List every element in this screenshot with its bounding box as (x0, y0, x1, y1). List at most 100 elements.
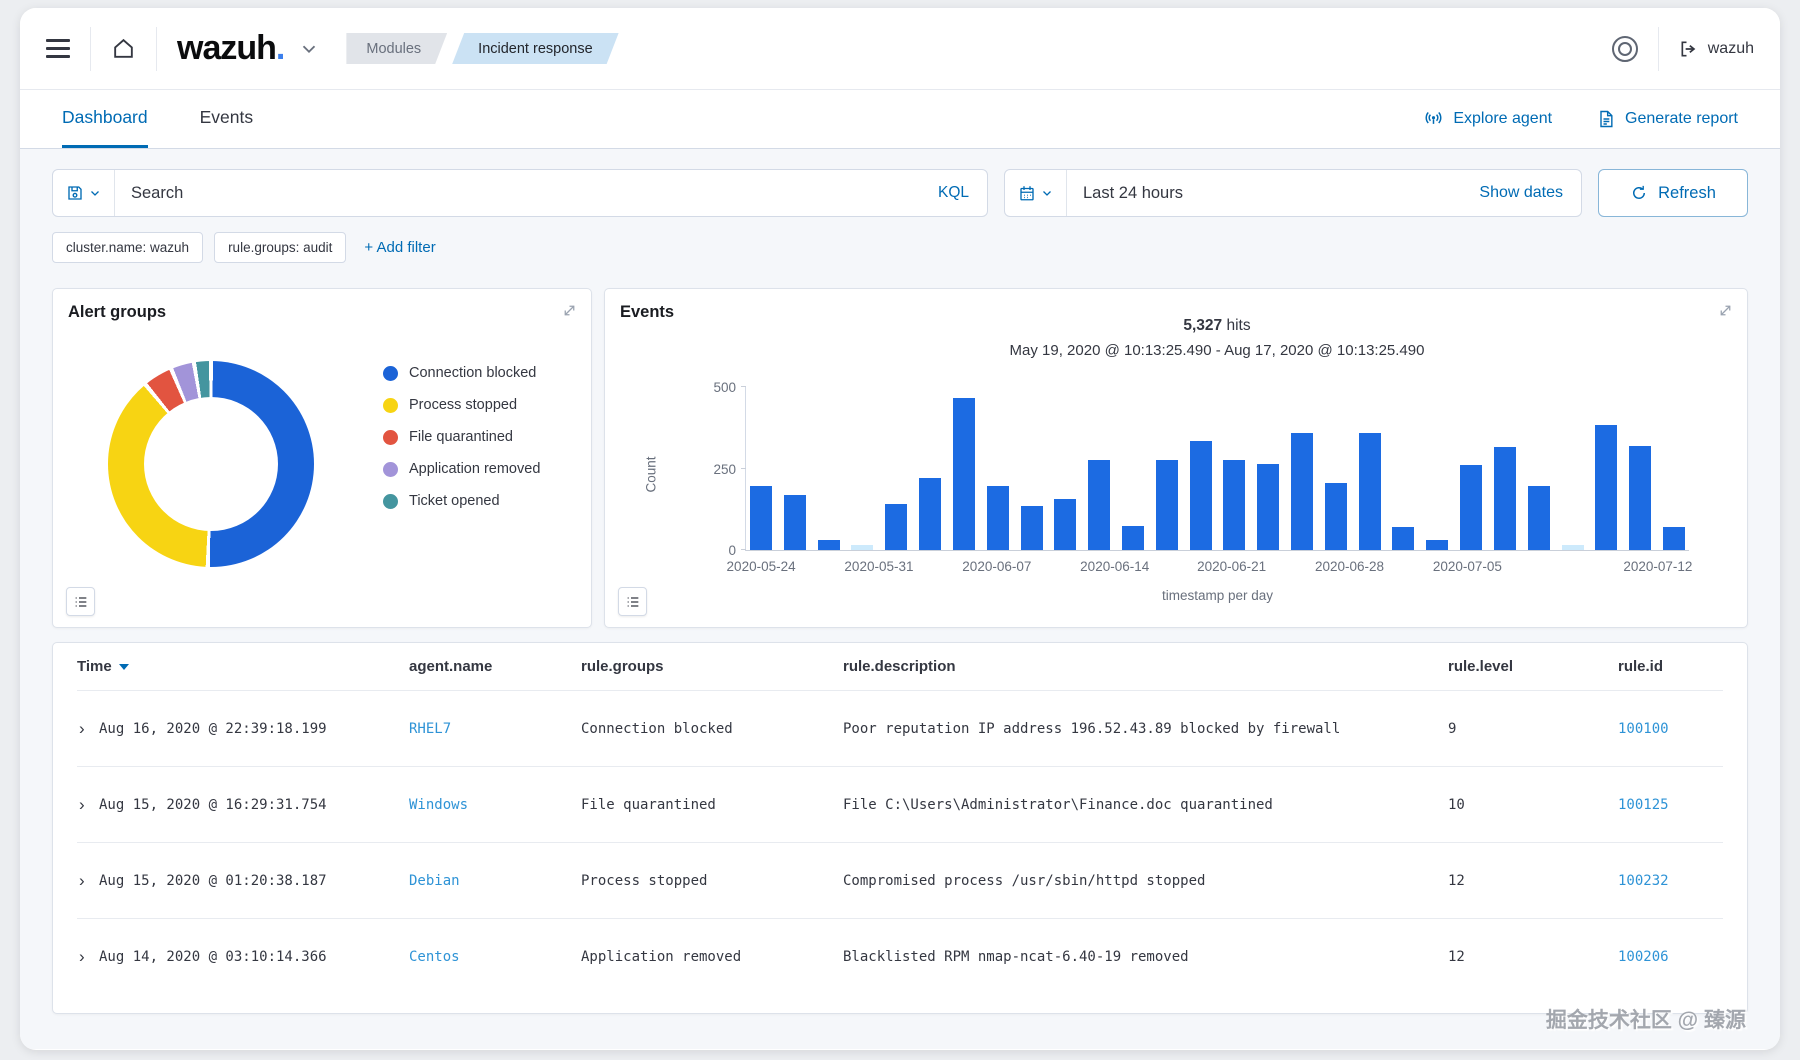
histogram-bar[interactable] (1121, 525, 1144, 550)
kql-toggle[interactable]: KQL (937, 184, 969, 201)
alert-groups-legend: Connection blocked Process stopped File qu… (383, 365, 540, 509)
saved-queries-button[interactable] (53, 170, 115, 216)
breadcrumb-modules[interactable]: Modules (346, 33, 447, 64)
column-header-time[interactable]: Time (77, 658, 409, 675)
histogram-bar[interactable] (1561, 545, 1584, 550)
calendar-button[interactable] (1005, 170, 1067, 216)
histogram-bar[interactable] (885, 504, 908, 550)
cell-rule-id-link[interactable]: 100232 (1618, 872, 1669, 889)
column-label: Time (77, 658, 112, 675)
histogram-bar[interactable] (1426, 540, 1449, 550)
histogram-bar[interactable] (1460, 465, 1483, 550)
cell-agent-name-link[interactable]: Centos (409, 948, 460, 965)
time-range-value[interactable]: Last 24 hours (1083, 183, 1183, 202)
legend-item[interactable]: Ticket opened (383, 493, 540, 509)
search-row: Search KQL Last 24 hours Show dates Refr… (52, 169, 1748, 217)
legend-label: Application removed (409, 461, 541, 477)
histogram-bar[interactable] (1223, 460, 1246, 550)
table-row: › Aug 16, 2020 @ 22:39:18.199 RHEL7 Connect… (77, 690, 1723, 766)
filter-pill-rule-groups[interactable]: rule.groups: audit (214, 232, 347, 263)
histogram-bar[interactable] (1155, 460, 1178, 550)
cell-rule-id-link[interactable]: 100206 (1618, 948, 1669, 965)
events-table-body: › Aug 16, 2020 @ 22:39:18.199 RHEL7 Connect… (77, 690, 1723, 994)
row-expand-chevron[interactable]: › (79, 794, 85, 814)
panel-title: Alert groups (68, 303, 167, 321)
row-expand-chevron[interactable]: › (79, 946, 85, 966)
breadcrumb-incident-response[interactable]: Incident response (452, 33, 618, 64)
histogram-bar[interactable] (1291, 432, 1313, 550)
histogram-bar[interactable] (1189, 440, 1212, 550)
row-expand-chevron[interactable]: › (79, 870, 85, 890)
histogram-bar[interactable] (1629, 445, 1652, 550)
cell-rule-level: 12 (1448, 948, 1465, 965)
cell-rule-id-link[interactable]: 100125 (1618, 796, 1669, 813)
histogram-bar[interactable] (750, 486, 772, 550)
legend-label: Ticket opened (409, 493, 500, 509)
histogram-bar[interactable] (1662, 527, 1685, 550)
y-axis-label: Count (643, 456, 659, 493)
explore-agent-button[interactable]: Explore agent (1423, 109, 1552, 130)
chevron-down-icon (91, 191, 99, 196)
histogram-bar[interactable] (1054, 499, 1077, 550)
home-icon[interactable] (111, 36, 136, 61)
histogram-bar[interactable] (1088, 460, 1111, 550)
generate-report-button[interactable]: Generate report (1596, 109, 1738, 129)
y-tick-label: 250 (713, 461, 736, 477)
histogram-bar[interactable] (952, 398, 975, 550)
cell-rule-id-link[interactable]: 100100 (1618, 720, 1669, 737)
app-window: wazuh. Modules Incident response wazuh D… (20, 8, 1780, 1050)
wazuh-logo[interactable]: wazuh. (177, 29, 285, 68)
menu-icon[interactable] (46, 39, 70, 58)
histogram-bar[interactable] (817, 540, 840, 550)
filter-pill-cluster[interactable]: cluster.name: wazuh (52, 232, 204, 263)
row-expand-chevron[interactable]: › (79, 718, 85, 738)
cell-agent-name-link[interactable]: Windows (409, 796, 469, 813)
legend-dot (383, 493, 398, 509)
show-dates-button[interactable]: Show dates (1479, 184, 1563, 201)
column-header-rule-groups[interactable]: rule.groups (581, 658, 664, 675)
tab-events[interactable]: Events (199, 107, 254, 127)
tab-dashboard[interactable]: Dashboard (62, 90, 148, 148)
explore-agent-label: Explore agent (1453, 110, 1553, 127)
chevron-down-icon[interactable] (298, 38, 320, 60)
expand-panel-icon[interactable] (561, 302, 578, 319)
legend-item[interactable]: Application removed (383, 461, 540, 477)
legend-dot (383, 461, 398, 477)
inspect-table-button[interactable] (618, 587, 647, 616)
events-panel: Events 5,327 hits May 19, 2020 @ 10:13:2… (604, 288, 1748, 628)
histogram-bar[interactable] (1020, 506, 1043, 550)
legend-item[interactable]: Connection blocked (383, 365, 540, 381)
refresh-button[interactable]: Refresh (1598, 169, 1748, 217)
health-ring-icon[interactable] (1611, 35, 1638, 62)
column-header-agent-name[interactable]: agent.name (409, 658, 493, 675)
histogram-bar[interactable] (783, 494, 806, 550)
account-menu[interactable]: wazuh (1679, 39, 1754, 59)
histogram-bar[interactable] (851, 545, 874, 550)
alert-groups-donut[interactable] (108, 361, 314, 567)
wazuh-logo-text: wazuh (177, 29, 277, 67)
legend-dot (383, 397, 398, 413)
column-header-rule-description[interactable]: rule.description (843, 658, 956, 675)
legend-item[interactable]: Process stopped (383, 397, 540, 413)
cell-rule-level: 12 (1448, 872, 1465, 889)
histogram-bar[interactable] (919, 478, 942, 550)
column-header-rule-level[interactable]: rule.level (1448, 658, 1514, 675)
histogram-bar[interactable] (1493, 447, 1516, 550)
column-header-rule-id[interactable]: rule.id (1618, 658, 1664, 675)
histogram-bar[interactable] (1358, 432, 1381, 550)
cell-agent-name-link[interactable]: RHEL7 (409, 720, 452, 737)
inspect-table-button[interactable] (66, 587, 95, 616)
hits-count: 5,327 (1183, 317, 1223, 334)
histogram-bar[interactable] (1527, 486, 1550, 550)
search-input[interactable]: Search (131, 183, 184, 202)
legend-item[interactable]: File quarantined (383, 429, 540, 445)
expand-panel-icon[interactable] (1717, 302, 1734, 319)
cell-time: Aug 16, 2020 @ 22:39:18.199 (99, 720, 327, 737)
histogram-bar[interactable] (986, 486, 1009, 550)
histogram-bar[interactable] (1595, 424, 1618, 550)
histogram-bar[interactable] (1392, 527, 1415, 550)
add-filter-button[interactable]: + Add filter (364, 239, 436, 256)
cell-agent-name-link[interactable]: Debian (409, 872, 460, 889)
histogram-bar[interactable] (1324, 483, 1347, 550)
histogram-bar[interactable] (1257, 463, 1280, 550)
